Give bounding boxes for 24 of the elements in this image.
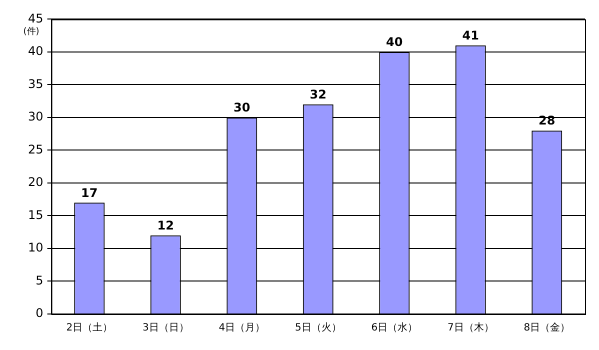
data-label: 40 <box>386 35 403 50</box>
data-label: 12 <box>157 218 174 233</box>
x-tick-label: 3日（日） <box>142 322 189 334</box>
data-label: 17 <box>81 186 98 200</box>
y-tick-label: 0 <box>36 306 44 320</box>
data-label: 30 <box>234 100 250 115</box>
y-tick-label: 15 <box>28 208 44 222</box>
x-tick-label: 5日（火） <box>294 322 342 334</box>
y-axis-title: (件) <box>23 26 40 38</box>
data-label: 32 <box>310 87 326 102</box>
x-tick-label: 4日（月） <box>218 322 266 334</box>
y-tick-label: 25 <box>28 142 44 156</box>
x-tick-label: 8日（金） <box>524 322 570 334</box>
x-tick-label: 7日（木） <box>447 322 494 334</box>
x-tick-label: 6日（水） <box>371 322 418 334</box>
y-tick-label: 45 <box>28 11 44 26</box>
y-tick-label: 20 <box>28 175 44 190</box>
y-tick-label: 10 <box>28 240 44 255</box>
y-tick-label: 5 <box>36 273 44 288</box>
y-tick-label: 35 <box>28 76 44 91</box>
y-tick-label: 30 <box>28 110 44 124</box>
y-tick-label: 40 <box>28 44 44 58</box>
x-tick-label: 2日（土） <box>66 322 113 334</box>
data-label: 41 <box>462 28 479 43</box>
